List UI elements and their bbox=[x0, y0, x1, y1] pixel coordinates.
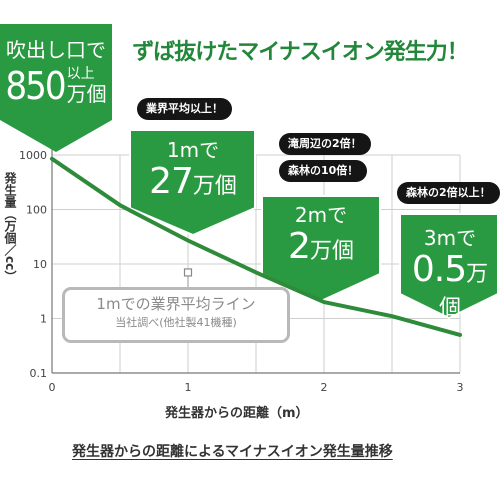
outlet-unit: 万個 bbox=[66, 82, 107, 106]
tick-labels: 1000 100 10 1 0.10 1 2 3 bbox=[19, 149, 464, 394]
callout-2-unit: 万個 bbox=[309, 239, 354, 264]
callout-3-badge-1: 森林の2倍以上！ bbox=[397, 182, 500, 204]
callout-1-distance: 1mで bbox=[166, 138, 220, 162]
industry-average-box: 1mでの業界平均ライン 当社調べ(他社製41機種) bbox=[62, 287, 290, 343]
callout-2-badge-1: 滝周辺の2倍！ bbox=[279, 133, 371, 155]
callout-3-distance: 3mで bbox=[423, 226, 477, 250]
callout-1: 1mで 27万個 bbox=[138, 138, 248, 202]
callout-3: 3mで 0.5万個 bbox=[402, 226, 498, 322]
industry-average-note: 当社調べ(他社製41機種) bbox=[115, 316, 237, 329]
outlet-line1: 吹出し口で bbox=[6, 38, 106, 62]
callout-2-distance: 2mで bbox=[294, 203, 348, 227]
callout-2-shape bbox=[261, 195, 381, 303]
y-tick-label: 1 bbox=[40, 313, 47, 326]
axes bbox=[51, 147, 460, 374]
callout-3-unit: 万個 bbox=[438, 262, 489, 321]
outlet-above: 以上 bbox=[66, 66, 95, 82]
data-series bbox=[50, 156, 462, 337]
x-tick-label: 1 bbox=[185, 381, 192, 394]
callout-1-badge-1: 業界平均以上！ bbox=[137, 98, 232, 120]
outlet-badge: 吹出し口で 850 以上 万個 bbox=[0, 38, 112, 106]
industry-average-point bbox=[183, 268, 193, 277]
x-tick-label: 0 bbox=[49, 381, 56, 394]
industry-average-label: 1mでの業界平均ライン bbox=[96, 295, 256, 313]
outlet-number: 850 bbox=[5, 64, 66, 108]
callout-2-badge-2: 森林の10倍！ bbox=[279, 160, 368, 182]
callout-1-shape bbox=[129, 129, 256, 237]
callout-1-unit: 万個 bbox=[192, 174, 237, 199]
callout-2-amount: 2 bbox=[288, 226, 311, 267]
y-tick-label: 100 bbox=[26, 204, 47, 217]
callout-3-shape bbox=[399, 213, 499, 320]
x-tick-label: 2 bbox=[321, 381, 328, 394]
callout-2: 2mで 2万個 bbox=[266, 203, 376, 267]
callout-shapes bbox=[0, 24, 499, 320]
outlet-badge-shape bbox=[0, 24, 112, 152]
y-tick-label: 1000 bbox=[19, 149, 47, 162]
y-axis-label: 発生量（万個／cc） bbox=[3, 172, 17, 283]
y-tick-label: 10 bbox=[33, 258, 47, 271]
caption: 発生器からの距離によるマイナスイオン発生量推移 bbox=[72, 444, 393, 460]
y-tick-label: 0.1 bbox=[30, 367, 48, 380]
callout-3-amount: 0.5 bbox=[411, 249, 467, 290]
x-axis-label: 発生器からの距離（m） bbox=[165, 406, 309, 421]
callout-1-amount: 27 bbox=[149, 161, 194, 202]
headline: ずば抜けたマイナスイオン発生力！ bbox=[132, 40, 469, 65]
x-tick-label: 3 bbox=[457, 381, 464, 394]
